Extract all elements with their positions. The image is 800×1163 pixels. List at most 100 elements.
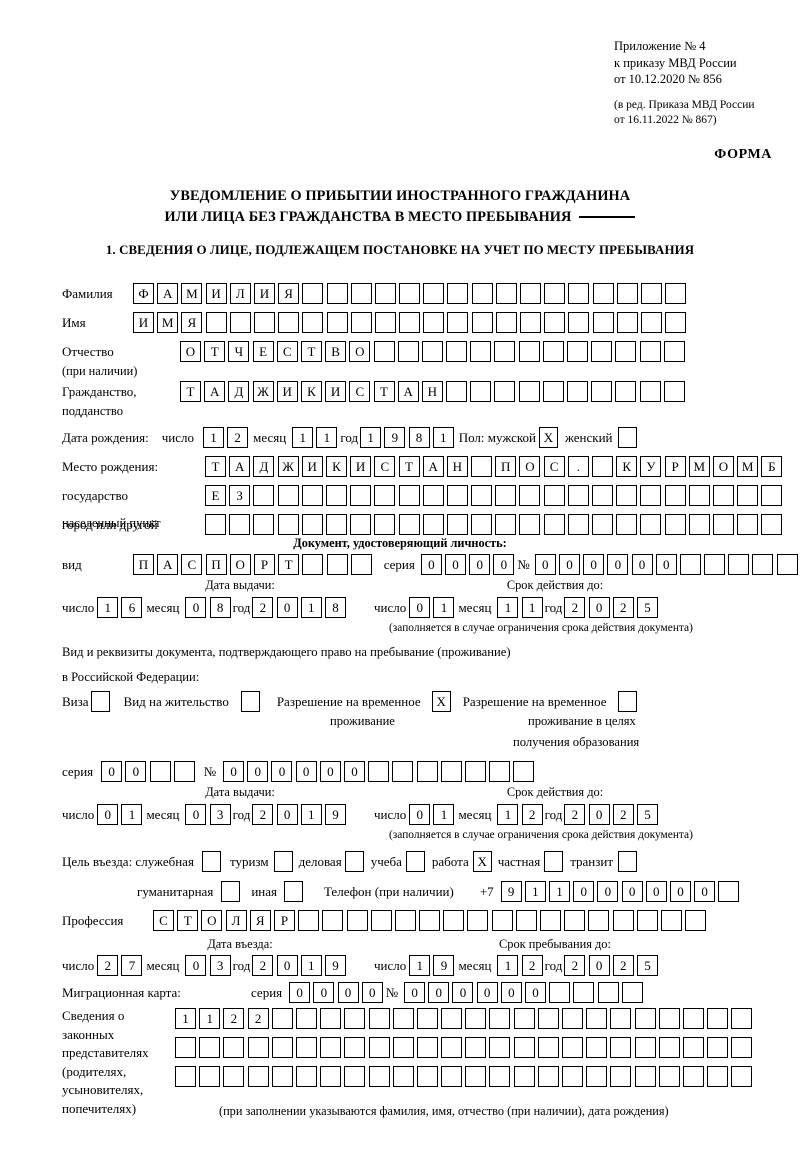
char-cell[interactable]: [615, 381, 637, 402]
char-cell[interactable]: [368, 1008, 390, 1029]
char-cell[interactable]: [537, 1008, 559, 1029]
char-cell[interactable]: [421, 341, 443, 362]
char-cell[interactable]: [616, 312, 638, 333]
char-cell[interactable]: [542, 341, 564, 362]
char-cell[interactable]: 1: [360, 427, 382, 448]
char-cell[interactable]: [761, 514, 783, 535]
legal-cells-row3[interactable]: [175, 1066, 753, 1087]
char-cell[interactable]: [489, 1037, 511, 1058]
char-cell[interactable]: [350, 485, 372, 506]
char-cell[interactable]: 0: [409, 804, 431, 825]
char-cell[interactable]: [612, 910, 634, 931]
char-cell[interactable]: Т: [205, 456, 226, 477]
char-cell[interactable]: 0: [534, 554, 556, 575]
char-cell[interactable]: [326, 312, 348, 333]
char-cell[interactable]: 0: [276, 597, 298, 618]
char-cell[interactable]: [302, 554, 324, 575]
char-cell[interactable]: [520, 312, 541, 333]
char-cell[interactable]: [776, 554, 798, 575]
char-cell[interactable]: 0: [101, 761, 123, 782]
residence-permit-checkbox[interactable]: [240, 691, 260, 712]
char-cell[interactable]: 1: [292, 427, 314, 448]
char-cell[interactable]: [520, 283, 541, 304]
purpose-humanitarian-checkbox[interactable]: [221, 881, 241, 902]
char-cell[interactable]: [682, 1037, 704, 1058]
char-cell[interactable]: [470, 381, 492, 402]
char-cell[interactable]: [588, 910, 610, 931]
char-cell[interactable]: [616, 514, 638, 535]
char-cell[interactable]: 0: [469, 554, 491, 575]
char-cell[interactable]: [392, 761, 414, 782]
char-cell[interactable]: [446, 381, 468, 402]
char-cell[interactable]: 1: [199, 1008, 221, 1029]
char-cell[interactable]: [663, 381, 685, 402]
char-cell[interactable]: [368, 761, 390, 782]
char-cell[interactable]: [592, 485, 613, 506]
char-cell[interactable]: 0: [404, 982, 426, 1003]
char-cell[interactable]: 2: [612, 804, 634, 825]
char-cell[interactable]: [470, 341, 492, 362]
char-cell[interactable]: [419, 910, 441, 931]
char-cell[interactable]: Я: [181, 312, 203, 333]
char-cell[interactable]: [344, 1037, 366, 1058]
char-cell[interactable]: [173, 761, 195, 782]
char-cell[interactable]: Т: [373, 381, 395, 402]
char-cell[interactable]: [464, 761, 486, 782]
char-cell[interactable]: [416, 1066, 438, 1087]
char-cell[interactable]: [441, 1008, 463, 1029]
char-cell[interactable]: [519, 514, 541, 535]
char-cell[interactable]: 0: [337, 982, 359, 1003]
char-cell[interactable]: [610, 1066, 632, 1087]
char-cell[interactable]: Р: [253, 554, 275, 575]
char-cell[interactable]: [731, 1066, 753, 1087]
char-cell[interactable]: 1: [433, 597, 455, 618]
char-cell[interactable]: [471, 283, 493, 304]
char-cell[interactable]: [374, 485, 396, 506]
char-cell[interactable]: 0: [361, 982, 383, 1003]
char-cell[interactable]: Л: [229, 283, 251, 304]
char-cell[interactable]: Ф: [133, 283, 154, 304]
char-cell[interactable]: [373, 341, 395, 362]
char-cell[interactable]: 8: [209, 597, 231, 618]
char-cell[interactable]: 9: [433, 955, 455, 976]
char-cell[interactable]: П: [205, 554, 227, 575]
char-cell[interactable]: [562, 1037, 583, 1058]
char-cell[interactable]: [665, 283, 687, 304]
char-cell[interactable]: [495, 283, 517, 304]
char-cell[interactable]: [295, 1008, 317, 1029]
char-cell[interactable]: 1: [316, 427, 338, 448]
char-cell[interactable]: [634, 1037, 656, 1058]
purpose-study-checkbox[interactable]: [405, 851, 425, 872]
sex-female-checkbox[interactable]: [617, 427, 637, 448]
birthplace-cells-row3[interactable]: [205, 514, 783, 535]
char-cell[interactable]: 1: [300, 804, 322, 825]
char-cell[interactable]: [399, 312, 421, 333]
char-cell[interactable]: Т: [204, 341, 226, 362]
char-cell[interactable]: С: [276, 341, 298, 362]
char-cell[interactable]: Т: [398, 456, 420, 477]
purpose-official-checkbox[interactable]: [201, 851, 221, 872]
char-cell[interactable]: 0: [344, 761, 366, 782]
char-cell[interactable]: [592, 514, 613, 535]
char-cell[interactable]: Р: [273, 910, 295, 931]
char-cell[interactable]: 0: [631, 554, 653, 575]
char-cell[interactable]: 2: [521, 955, 543, 976]
char-cell[interactable]: [636, 910, 658, 931]
char-cell[interactable]: 0: [583, 554, 605, 575]
char-cell[interactable]: 1: [121, 804, 143, 825]
char-cell[interactable]: 2: [564, 804, 586, 825]
char-cell[interactable]: [271, 1037, 293, 1058]
char-cell[interactable]: [397, 341, 419, 362]
char-cell[interactable]: И: [276, 381, 298, 402]
char-cell[interactable]: [441, 1037, 463, 1058]
char-cell[interactable]: [344, 1008, 366, 1029]
char-cell[interactable]: 0: [588, 597, 610, 618]
